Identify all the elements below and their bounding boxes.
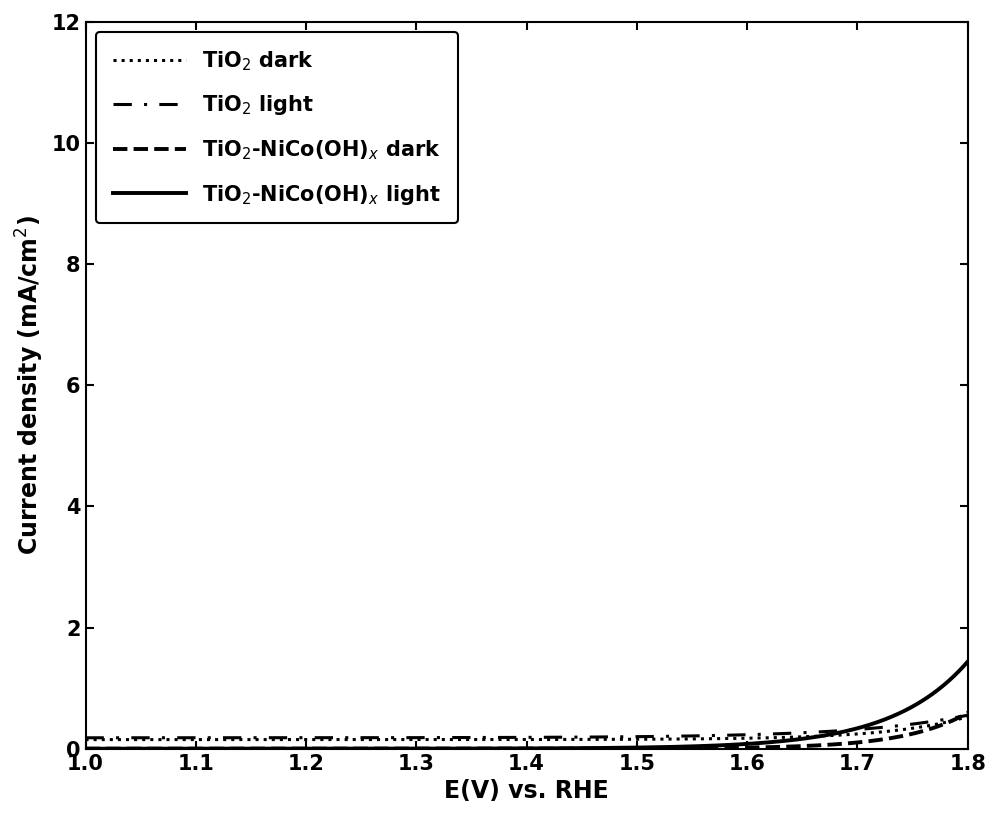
TiO$_2$ dark [485,734,497,744]
TiO$_2$ dark [962,712,974,721]
Y-axis label: Current density (mA/cm$^2$): Current density (mA/cm$^2$) [14,216,46,556]
TiO$_2$-NiCo(OH)$_x$ light [508,743,520,753]
TiO$_2$-NiCo(OH)$_x$ dark [962,708,974,718]
TiO$_2$-NiCo(OH)$_x$ light [80,743,92,753]
TiO$_2$ light [485,733,497,743]
TiO$_2$ light [774,729,786,739]
TiO$_2$ dark [125,734,137,744]
TiO$_2$-NiCo(OH)$_x$ light [936,681,948,691]
Line: TiO$_2$-NiCo(OH)$_x$ dark: TiO$_2$-NiCo(OH)$_x$ dark [86,713,968,748]
TiO$_2$ light [962,710,974,720]
TiO$_2$ light [80,733,92,743]
Line: TiO$_2$-NiCo(OH)$_x$ light: TiO$_2$-NiCo(OH)$_x$ light [86,662,968,748]
TiO$_2$-NiCo(OH)$_x$ dark [774,742,786,752]
TiO$_2$-NiCo(OH)$_x$ light [774,736,786,746]
TiO$_2$-NiCo(OH)$_x$ light [962,657,974,667]
TiO$_2$ dark [80,734,92,744]
Line: TiO$_2$ light: TiO$_2$ light [86,715,968,738]
TiO$_2$ dark [774,733,786,743]
X-axis label: E(V) vs. RHE: E(V) vs. RHE [444,779,609,803]
TiO$_2$ light [125,733,137,743]
TiO$_2$-NiCo(OH)$_x$ dark [936,720,948,730]
TiO$_2$ light [936,715,948,725]
TiO$_2$-NiCo(OH)$_x$ light [125,743,137,753]
TiO$_2$ light [508,733,520,743]
TiO$_2$ dark [508,734,520,744]
TiO$_2$ light [936,715,948,725]
TiO$_2$-NiCo(OH)$_x$ dark [125,743,137,753]
TiO$_2$-NiCo(OH)$_x$ dark [485,743,497,753]
TiO$_2$-NiCo(OH)$_x$ light [936,682,948,692]
TiO$_2$-NiCo(OH)$_x$ light [485,743,497,753]
TiO$_2$-NiCo(OH)$_x$ dark [508,743,520,753]
Legend: TiO$_2$ dark, TiO$_2$ light, TiO$_2$-NiCo(OH)$_x$ dark, TiO$_2$-NiCo(OH)$_x$ lig: TiO$_2$ dark, TiO$_2$ light, TiO$_2$-NiC… [96,33,458,223]
Line: TiO$_2$ dark: TiO$_2$ dark [86,717,968,739]
TiO$_2$ dark [936,718,948,728]
TiO$_2$-NiCo(OH)$_x$ dark [936,720,948,730]
TiO$_2$ dark [936,718,948,728]
TiO$_2$-NiCo(OH)$_x$ dark [80,743,92,753]
